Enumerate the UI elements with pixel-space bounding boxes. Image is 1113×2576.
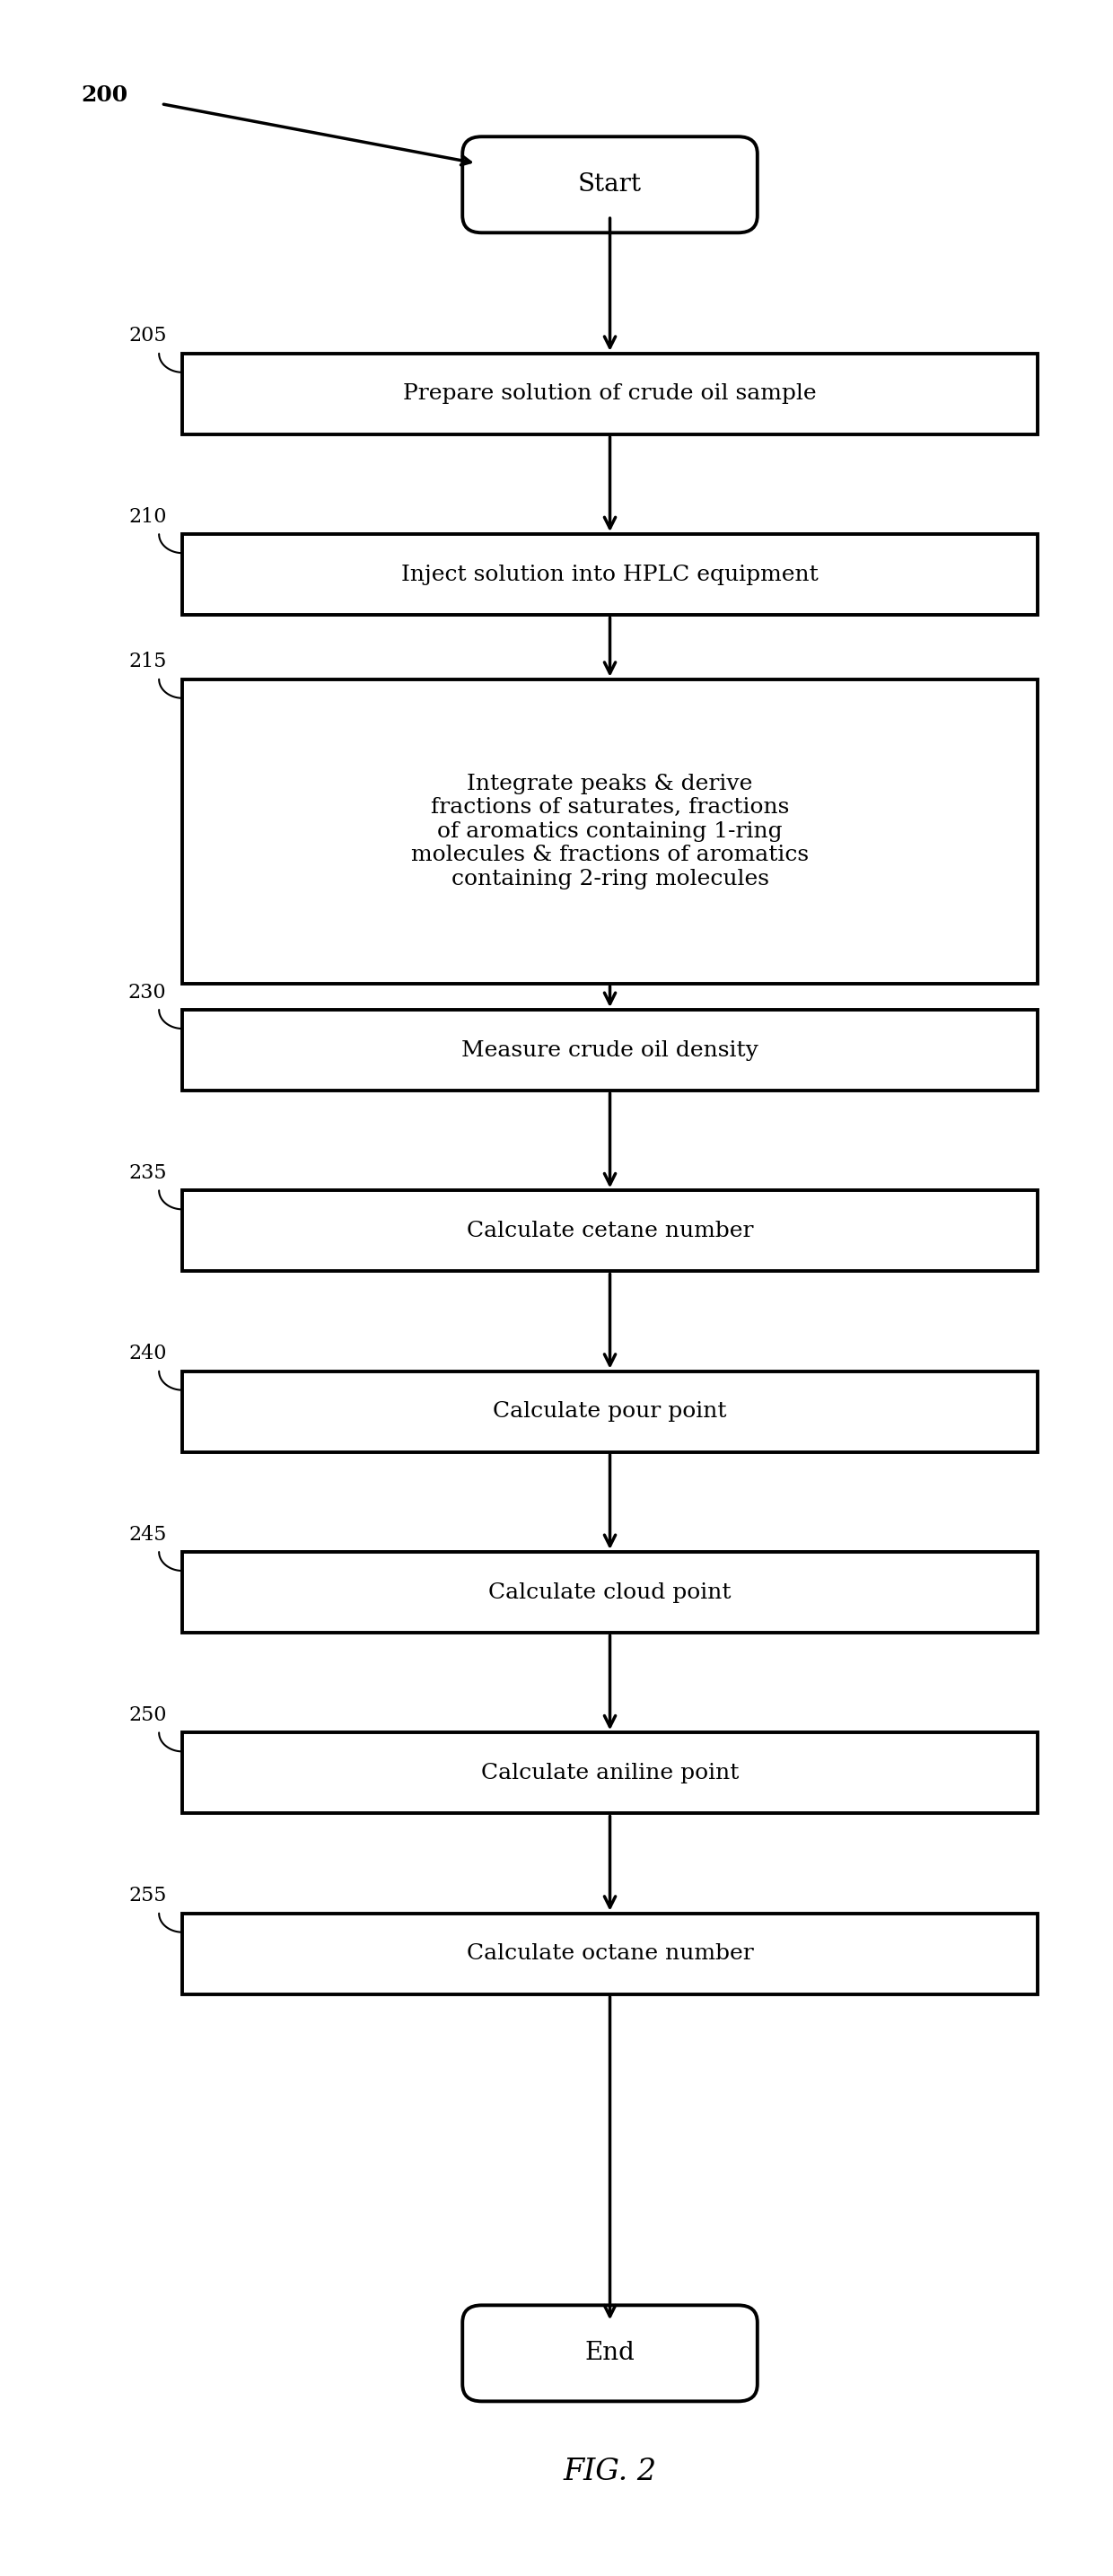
Text: 210: 210	[128, 507, 167, 526]
Text: FIG. 2: FIG. 2	[563, 2458, 657, 2486]
Text: 240: 240	[128, 1345, 167, 1363]
Text: 245: 245	[128, 1525, 167, 1546]
Text: 200: 200	[81, 85, 128, 106]
Text: Start: Start	[578, 173, 642, 196]
Text: 230: 230	[128, 981, 167, 1002]
FancyBboxPatch shape	[183, 1370, 1037, 1453]
Text: 235: 235	[128, 1164, 167, 1182]
Text: Calculate cloud point: Calculate cloud point	[489, 1582, 731, 1602]
Text: 205: 205	[128, 327, 167, 345]
Text: 215: 215	[128, 652, 167, 672]
Text: Calculate aniline point: Calculate aniline point	[481, 1762, 739, 1783]
FancyBboxPatch shape	[183, 1010, 1037, 1090]
FancyBboxPatch shape	[183, 1734, 1037, 1814]
Text: Calculate octane number: Calculate octane number	[466, 1942, 754, 1963]
FancyBboxPatch shape	[183, 1190, 1037, 1273]
Text: Calculate pour point: Calculate pour point	[493, 1401, 727, 1422]
Text: End: End	[584, 2342, 636, 2365]
Text: Measure crude oil density: Measure crude oil density	[462, 1041, 758, 1061]
FancyBboxPatch shape	[183, 680, 1037, 984]
FancyBboxPatch shape	[463, 137, 757, 232]
FancyBboxPatch shape	[183, 1914, 1037, 1994]
Text: 250: 250	[128, 1705, 167, 1726]
Text: 255: 255	[128, 1886, 167, 1906]
Text: Calculate cetane number: Calculate cetane number	[466, 1221, 754, 1242]
Text: Prepare solution of crude oil sample: Prepare solution of crude oil sample	[403, 384, 817, 404]
Text: Inject solution into HPLC equipment: Inject solution into HPLC equipment	[402, 564, 818, 585]
FancyBboxPatch shape	[183, 533, 1037, 616]
FancyBboxPatch shape	[183, 353, 1037, 435]
FancyBboxPatch shape	[183, 1551, 1037, 1633]
Text: Integrate peaks & derive
fractions of saturates, fractions
of aromatics containi: Integrate peaks & derive fractions of sa…	[411, 773, 809, 889]
FancyBboxPatch shape	[463, 2306, 757, 2401]
